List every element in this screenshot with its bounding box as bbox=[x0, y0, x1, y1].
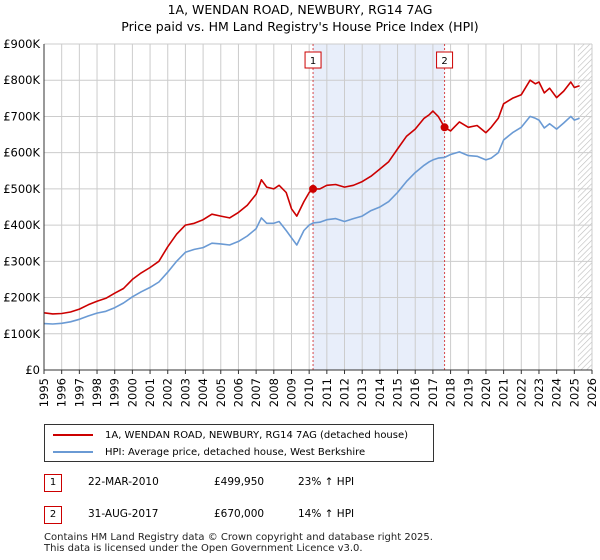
transaction-price: £499,950 bbox=[214, 476, 265, 488]
y-tick-label: £100K bbox=[3, 327, 40, 341]
x-tick-label: 2013 bbox=[355, 378, 369, 407]
footer: Contains HM Land Registry data © Crown c… bbox=[44, 532, 433, 554]
x-tick-label: 2000 bbox=[125, 378, 139, 407]
forecast-hatch bbox=[577, 44, 592, 370]
x-tick-label: 2025 bbox=[567, 378, 581, 407]
x-tick-label: 2006 bbox=[231, 378, 245, 407]
x-tick-label: 2018 bbox=[444, 378, 458, 407]
x-tick-label: 2011 bbox=[320, 378, 334, 407]
x-tick-label: 2014 bbox=[373, 378, 387, 407]
chart-subtitle: Price paid vs. HM Land Registry's House … bbox=[121, 19, 479, 34]
legend-swatch-hpi bbox=[53, 451, 93, 453]
annotation-box bbox=[436, 51, 454, 69]
x-tick-label: 2015 bbox=[391, 378, 405, 407]
sale-point bbox=[440, 123, 449, 132]
sale-point bbox=[309, 184, 318, 193]
x-tick-label: 2002 bbox=[161, 378, 175, 407]
legend-label-hpi: HPI: Average price, detached house, West… bbox=[105, 446, 366, 458]
y-tick-label: £0 bbox=[25, 363, 40, 377]
transaction-badge: 1 bbox=[44, 474, 62, 492]
x-tick-label: 2008 bbox=[267, 378, 281, 407]
annotation-label: 1 bbox=[310, 56, 316, 67]
x-tick-label: 2016 bbox=[408, 378, 422, 407]
transaction-date: 22-MAR-2010 bbox=[88, 476, 159, 488]
footer-licence: This data is licensed under the Open Gov… bbox=[44, 543, 363, 554]
transaction-change: 23% ↑ HPI bbox=[298, 476, 355, 488]
x-tick-label: 2007 bbox=[249, 378, 263, 407]
transaction-date: 31-AUG-2017 bbox=[88, 508, 159, 520]
x-tick-label: 2020 bbox=[479, 378, 493, 407]
chart-title: 1A, WENDAN ROAD, NEWBURY, RG14 7AG bbox=[167, 2, 433, 17]
y-tick-label: £200K bbox=[3, 291, 40, 305]
x-tick-label: 2005 bbox=[214, 378, 228, 407]
legend-item-property: 1A, WENDAN ROAD, NEWBURY, RG14 7AG (deta… bbox=[53, 427, 408, 443]
x-tick-label: 2004 bbox=[196, 378, 210, 407]
y-tick-label: £800K bbox=[3, 73, 40, 87]
annotation-box bbox=[304, 51, 322, 69]
x-tick-label: 2012 bbox=[338, 378, 352, 407]
x-tick-label: 2003 bbox=[178, 378, 192, 407]
x-tick-label: 2009 bbox=[284, 378, 298, 407]
hpi-line bbox=[43, 115, 580, 325]
x-tick-label: 1998 bbox=[90, 378, 104, 407]
transaction-badge: 2 bbox=[44, 506, 62, 524]
price-chart: £0 £100K £200K £300K £400K £500K £600K £700K £80… bbox=[3, 37, 599, 407]
x-tick-label: 2001 bbox=[143, 378, 157, 407]
property-price-line bbox=[43, 79, 580, 315]
y-tick-label: £500K bbox=[3, 182, 40, 196]
x-tick-label: 2023 bbox=[532, 378, 546, 407]
transaction-price: £670,000 bbox=[214, 508, 265, 520]
legend: 1A, WENDAN ROAD, NEWBURY, RG14 7AG (deta… bbox=[44, 424, 434, 462]
footer-copyright: Contains HM Land Registry data © Crown c… bbox=[44, 532, 433, 543]
y-tick-label: £700K bbox=[3, 109, 40, 123]
x-tick-label: 1999 bbox=[108, 378, 122, 407]
x-tick-label: 2021 bbox=[497, 378, 511, 407]
legend-item-hpi: HPI: Average price, detached house, West… bbox=[53, 444, 365, 460]
y-tick-label: £600K bbox=[3, 146, 40, 160]
x-tick-label: 1995 bbox=[37, 378, 51, 407]
x-tick-label: 2022 bbox=[514, 378, 528, 407]
transaction-change: 14% ↑ HPI bbox=[298, 508, 355, 520]
legend-swatch-property bbox=[53, 434, 93, 436]
annotation-label: 2 bbox=[441, 56, 447, 67]
x-tick-label: 2019 bbox=[461, 378, 475, 407]
y-tick-label: £400K bbox=[3, 218, 40, 232]
y-tick-label: £300K bbox=[3, 254, 40, 268]
legend-label-property: 1A, WENDAN ROAD, NEWBURY, RG14 7AG (deta… bbox=[105, 429, 409, 441]
x-tick-label: 2026 bbox=[585, 378, 599, 407]
y-tick-label: £900K bbox=[3, 37, 40, 51]
x-tick-label: 2017 bbox=[426, 378, 440, 407]
x-tick-label: 1997 bbox=[72, 378, 86, 407]
x-tick-label: 2024 bbox=[550, 378, 564, 407]
x-tick-label: 1996 bbox=[55, 378, 69, 407]
x-tick-label: 2010 bbox=[302, 378, 316, 407]
